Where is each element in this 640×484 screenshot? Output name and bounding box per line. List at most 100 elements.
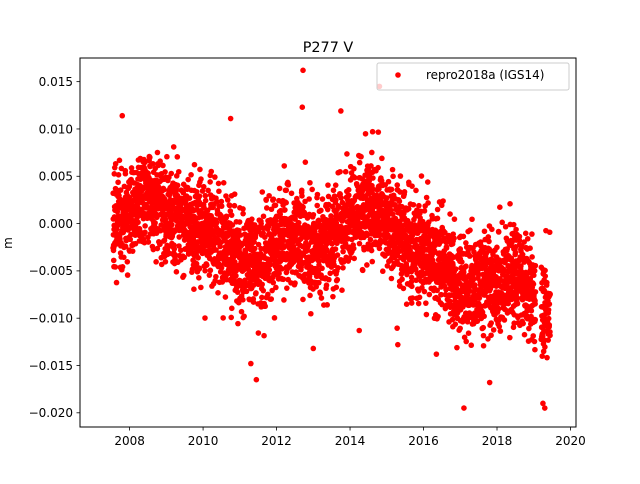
data-point: [122, 170, 129, 177]
y-tick-label: −0.010: [29, 311, 73, 325]
data-point: [280, 276, 287, 283]
data-point: [152, 220, 158, 226]
data-point: [215, 290, 221, 296]
data-point: [375, 129, 382, 135]
data-point: [451, 235, 457, 241]
data-point: [542, 273, 549, 279]
data-point: [544, 354, 550, 361]
data-point: [514, 295, 520, 302]
data-point: [359, 267, 366, 274]
x-tick-label: 2010: [188, 434, 219, 448]
data-point: [453, 266, 459, 272]
data-point: [262, 303, 269, 310]
data-point: [376, 245, 383, 252]
data-point: [261, 332, 267, 339]
data-point: [472, 282, 478, 288]
data-point: [390, 173, 396, 180]
data-point: [164, 242, 170, 249]
data-point: [351, 174, 358, 181]
data-point: [486, 238, 492, 245]
y-tick-label: 0.010: [39, 122, 73, 136]
data-point: [480, 342, 487, 349]
data-point: [527, 275, 534, 282]
data-point: [198, 284, 204, 291]
data-point: [521, 331, 528, 338]
data-point: [443, 239, 450, 246]
data-point: [481, 313, 487, 320]
data-point: [271, 231, 278, 237]
data-point: [128, 165, 135, 171]
data-point: [335, 265, 341, 271]
data-point: [273, 284, 279, 291]
data-point: [314, 191, 321, 198]
data-point: [442, 229, 448, 236]
data-point: [298, 187, 305, 194]
data-point: [288, 190, 295, 197]
data-point: [476, 295, 483, 301]
data-point: [253, 290, 259, 296]
data-point: [418, 173, 425, 179]
data-point: [494, 244, 500, 251]
data-point: [334, 276, 341, 283]
data-point: [176, 234, 183, 240]
data-point: [544, 279, 550, 286]
data-point: [438, 202, 445, 209]
data-point: [282, 207, 288, 213]
data-point: [126, 183, 133, 190]
data-point: [451, 216, 458, 222]
data-point: [347, 255, 353, 261]
data-point: [317, 290, 324, 296]
data-point: [263, 197, 270, 203]
data-point: [232, 259, 238, 265]
data-point: [400, 285, 407, 292]
data-point: [218, 198, 225, 205]
data-point: [379, 155, 385, 162]
data-point: [162, 169, 168, 175]
data-point: [249, 216, 255, 222]
y-axis-label: m: [1, 237, 15, 249]
data-point: [281, 297, 287, 303]
data-point: [276, 185, 283, 192]
data-point: [440, 198, 446, 204]
data-point: [339, 287, 345, 294]
data-point: [309, 186, 315, 193]
data-point: [330, 293, 336, 300]
data-point: [457, 325, 463, 332]
data-point: [283, 199, 289, 206]
data-point-outlier: [119, 112, 126, 119]
data-point: [223, 213, 230, 220]
data-point: [218, 203, 225, 209]
data-point: [531, 267, 538, 274]
data-point: [465, 330, 472, 336]
data-point: [507, 201, 513, 207]
data-point: [529, 254, 535, 260]
data-point: [409, 183, 415, 189]
data-point: [394, 325, 400, 331]
data-point: [545, 307, 552, 313]
data-point: [542, 344, 548, 350]
data-point: [468, 342, 475, 349]
data-point: [460, 304, 466, 310]
data-point: [213, 247, 219, 253]
data-point: [514, 300, 521, 307]
data-point: [364, 232, 371, 239]
data-point: [113, 279, 120, 286]
data-point: [226, 270, 232, 276]
data-point: [362, 130, 369, 137]
data-point: [520, 320, 526, 327]
data-point: [268, 296, 275, 302]
data-point: [532, 301, 538, 307]
data-point: [259, 281, 265, 288]
data-point: [300, 296, 306, 303]
data-point: [423, 300, 429, 306]
data-point: [466, 310, 473, 316]
data-point: [518, 263, 524, 269]
data-point: [484, 299, 490, 305]
legend-box: [376, 62, 570, 91]
y-axis: 0.015 0.010 0.005 0.000 −0.005 −0.010 −0.015 −0…: [29, 75, 80, 420]
data-point: [135, 219, 141, 226]
data-point: [470, 276, 477, 283]
data-point: [295, 219, 302, 226]
data-point: [408, 300, 415, 306]
